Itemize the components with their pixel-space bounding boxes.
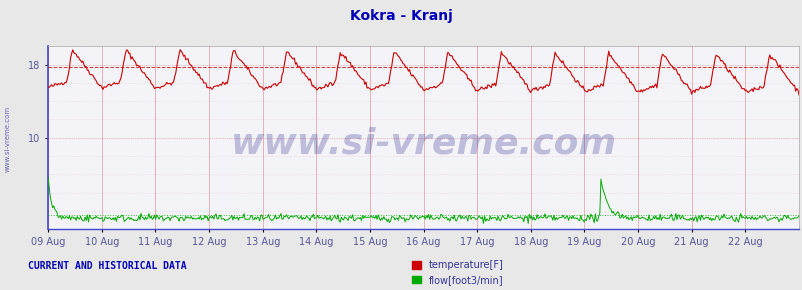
Text: CURRENT AND HISTORICAL DATA: CURRENT AND HISTORICAL DATA <box>28 261 187 271</box>
Text: Kokra - Kranj: Kokra - Kranj <box>350 9 452 23</box>
Text: www.si-vreme.com: www.si-vreme.com <box>230 126 616 160</box>
Legend: temperature[F], flow[foot3/min]: temperature[F], flow[foot3/min] <box>411 260 504 285</box>
Text: www.si-vreme.com: www.si-vreme.com <box>5 106 10 172</box>
